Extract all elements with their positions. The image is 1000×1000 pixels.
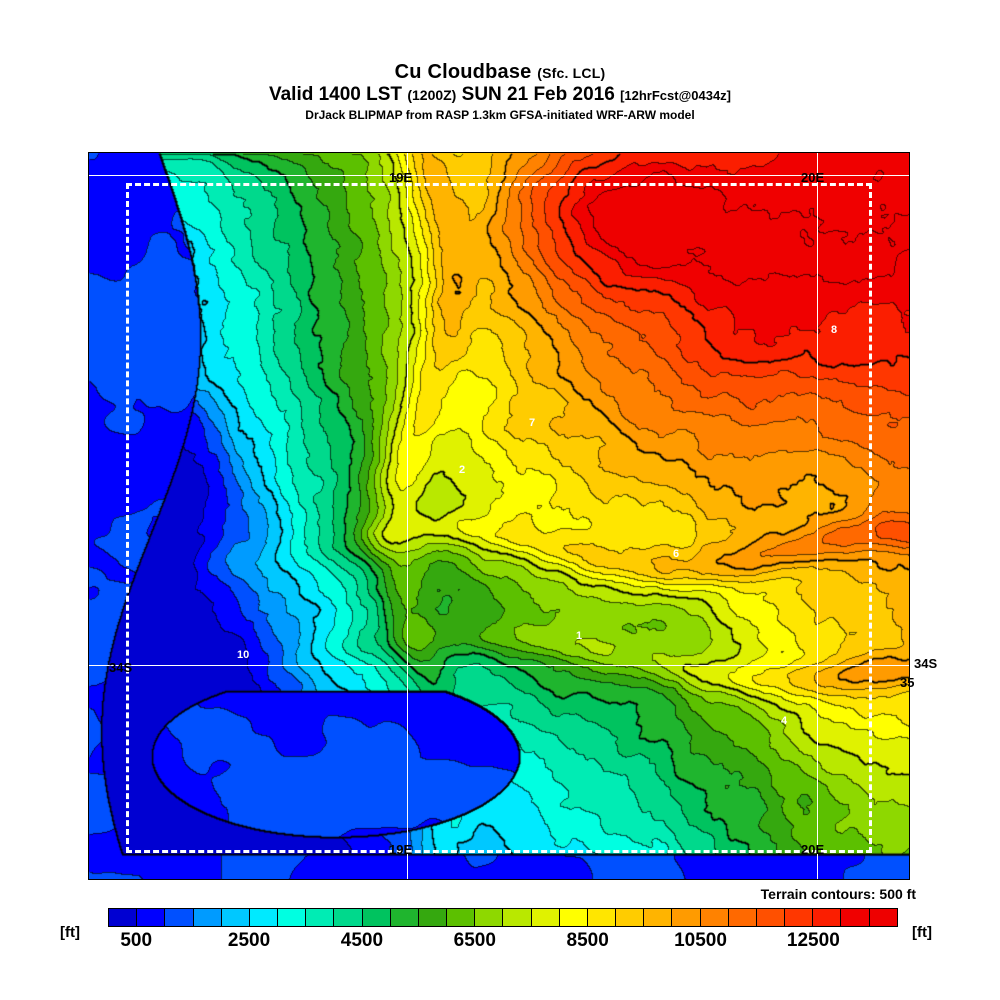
colorbar-band-10: [390, 909, 419, 926]
colorbar-band-23: [756, 909, 786, 926]
map-label-lat-34s-left: 34S: [109, 660, 133, 675]
title-main: Cu Cloudbase: [394, 61, 532, 83]
colorbar-band-15: [531, 909, 560, 926]
colorbar-tick-2500: 2500: [227, 930, 271, 951]
title-main-suffix: (Sfc. LCL): [537, 65, 606, 81]
colorbar-band-18: [616, 909, 645, 926]
map-label-lat-34s-right: 34S: [914, 656, 938, 671]
colorbar-unit-right: [ft]: [912, 924, 932, 941]
value-label-7: 7: [529, 417, 536, 429]
title-block: Cu Cloudbase (Sfc. LCL) Valid 1400 LST (…: [0, 62, 1000, 122]
colorbar-band-19: [644, 909, 673, 926]
colorbar-band-25: [813, 909, 842, 926]
colorbar-band-17: [587, 909, 617, 926]
map-raster: [89, 153, 909, 879]
value-label-1: 1: [576, 630, 583, 642]
value-label-10: 10: [237, 649, 250, 661]
map-label-lon-19e-bottom: 19E: [389, 842, 413, 857]
colorbar-band-14: [503, 909, 532, 926]
colorbar-tick-12500: 12500: [786, 930, 840, 951]
model-attribution: DrJack BLIPMAP from RASP 1.3km GFSA-init…: [305, 107, 695, 122]
gridline-lon-19e: [407, 153, 408, 879]
value-label-4: 4: [781, 715, 788, 727]
valid-z: (1200Z): [407, 87, 457, 103]
colorbar-band-22: [728, 909, 757, 926]
page-title: Cu Cloudbase (Sfc. LCL): [0, 62, 1000, 83]
colorbar-legend: [ft] [ft] 500 2500 4500 6500 8500 10500 12500: [0, 908, 1000, 954]
terrain-contour-note: Terrain contours: 500 ft: [760, 886, 916, 902]
forecast-map[interactable]: 19E 20E 19E 20E 34S 2 4 6 7 8 10 1: [88, 152, 910, 880]
colorbar-band-20: [672, 909, 701, 926]
colorbar-band-27: [869, 909, 897, 926]
colorbar-band-16: [559, 909, 588, 926]
colorbar-band-9: [362, 909, 391, 926]
colorbar-unit-left: [ft]: [60, 924, 80, 941]
colorbar-band-6: [278, 909, 307, 926]
valid-prefix: Valid 1400 LST: [268, 84, 403, 105]
colorbar-band-3: [193, 909, 222, 926]
colorbar-band-21: [700, 909, 729, 926]
valid-date: SUN 21 Feb 2016: [461, 84, 615, 105]
map-label-lat-35s-right: 35S: [900, 676, 914, 689]
colorbar-band-4: [221, 909, 250, 926]
colorbar-tick-500: 500: [120, 930, 153, 951]
colorbar-gradient[interactable]: [108, 908, 898, 927]
colorbar-tick-10500: 10500: [674, 930, 727, 951]
colorbar-tick-6500: 6500: [453, 930, 496, 951]
map-label-lon-20e-top: 20E: [801, 170, 825, 185]
colorbar-band-2: [165, 909, 194, 926]
value-label-8: 8: [831, 324, 838, 336]
colorbar-band-12: [447, 909, 476, 926]
colorbar-band-7: [306, 909, 335, 926]
colorbar-tick-8500: 8500: [566, 930, 609, 951]
colorbar-tick-4500: 4500: [340, 930, 384, 951]
gridline-lat-top: [89, 175, 909, 176]
valid-time-line: Valid 1400 LST (1200Z) SUN 21 Feb 2016 […: [0, 84, 1000, 106]
colorbar-band-1: [137, 909, 166, 926]
gridline-lat-34s: [89, 665, 909, 666]
colorbar-band-26: [841, 909, 870, 926]
colorbar-band-11: [418, 909, 448, 926]
map-label-lon-20e-bottom: 20E: [801, 842, 825, 857]
map-label-lon-19e-top: 19E: [389, 170, 413, 185]
colorbar-band-5: [249, 909, 279, 926]
colorbar-band-24: [785, 909, 814, 926]
colorbar-band-8: [334, 909, 363, 926]
colorbar-band-13: [475, 909, 504, 926]
forecast-tag: [12hrFcst@0434z]: [620, 88, 732, 103]
gridline-lon-20e: [817, 153, 818, 879]
model-domain-boundary: [126, 183, 872, 853]
colorbar-band-0: [109, 909, 138, 926]
value-label-2: 2: [459, 464, 466, 476]
value-label-6: 6: [673, 548, 680, 560]
